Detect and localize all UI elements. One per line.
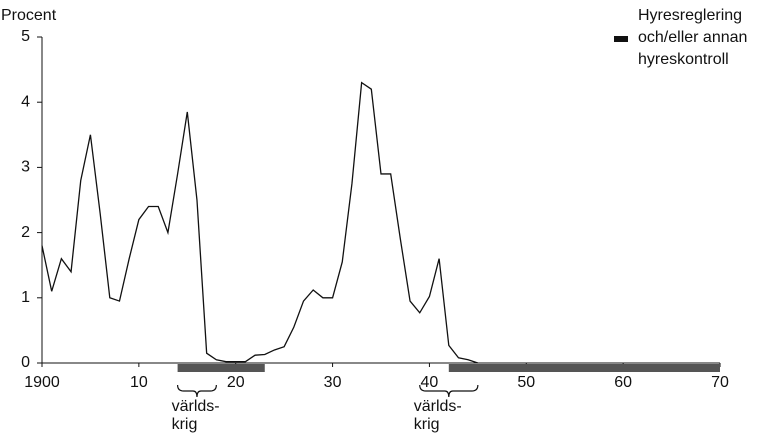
y-axis-label: Procent [1, 7, 57, 24]
war-label: världs- [414, 398, 462, 415]
x-tick-label: 20 [227, 374, 245, 391]
y-tick-label: 5 [21, 28, 30, 45]
war-label: världs- [172, 398, 220, 415]
legend-swatch [614, 36, 628, 42]
x-tick-label: 70 [711, 374, 729, 391]
y-tick-label: 2 [21, 224, 30, 241]
y-tick-label: 0 [21, 354, 30, 371]
x-tick-label: 50 [517, 374, 535, 391]
war-label: krig [172, 416, 198, 433]
x-tick-label: 30 [324, 374, 342, 391]
regulation-bar [448, 364, 720, 372]
regulation-bar [177, 364, 265, 372]
legend-label: och/eller annan [638, 29, 747, 46]
y-tick-label: 3 [21, 159, 30, 176]
x-tick-label: 60 [614, 374, 632, 391]
x-tick-label: 1900 [24, 374, 60, 391]
legend-label: hyreskontroll [638, 51, 729, 68]
war-brace [177, 384, 217, 398]
legend-label: Hyresreglering [638, 7, 742, 24]
war-brace [419, 384, 479, 398]
x-tick-label: 40 [421, 374, 439, 391]
y-tick-label: 1 [21, 289, 30, 306]
y-tick-label: 4 [21, 93, 30, 110]
war-label: krig [414, 416, 440, 433]
data-line [41, 81, 479, 364]
x-tick-label: 10 [130, 374, 148, 391]
